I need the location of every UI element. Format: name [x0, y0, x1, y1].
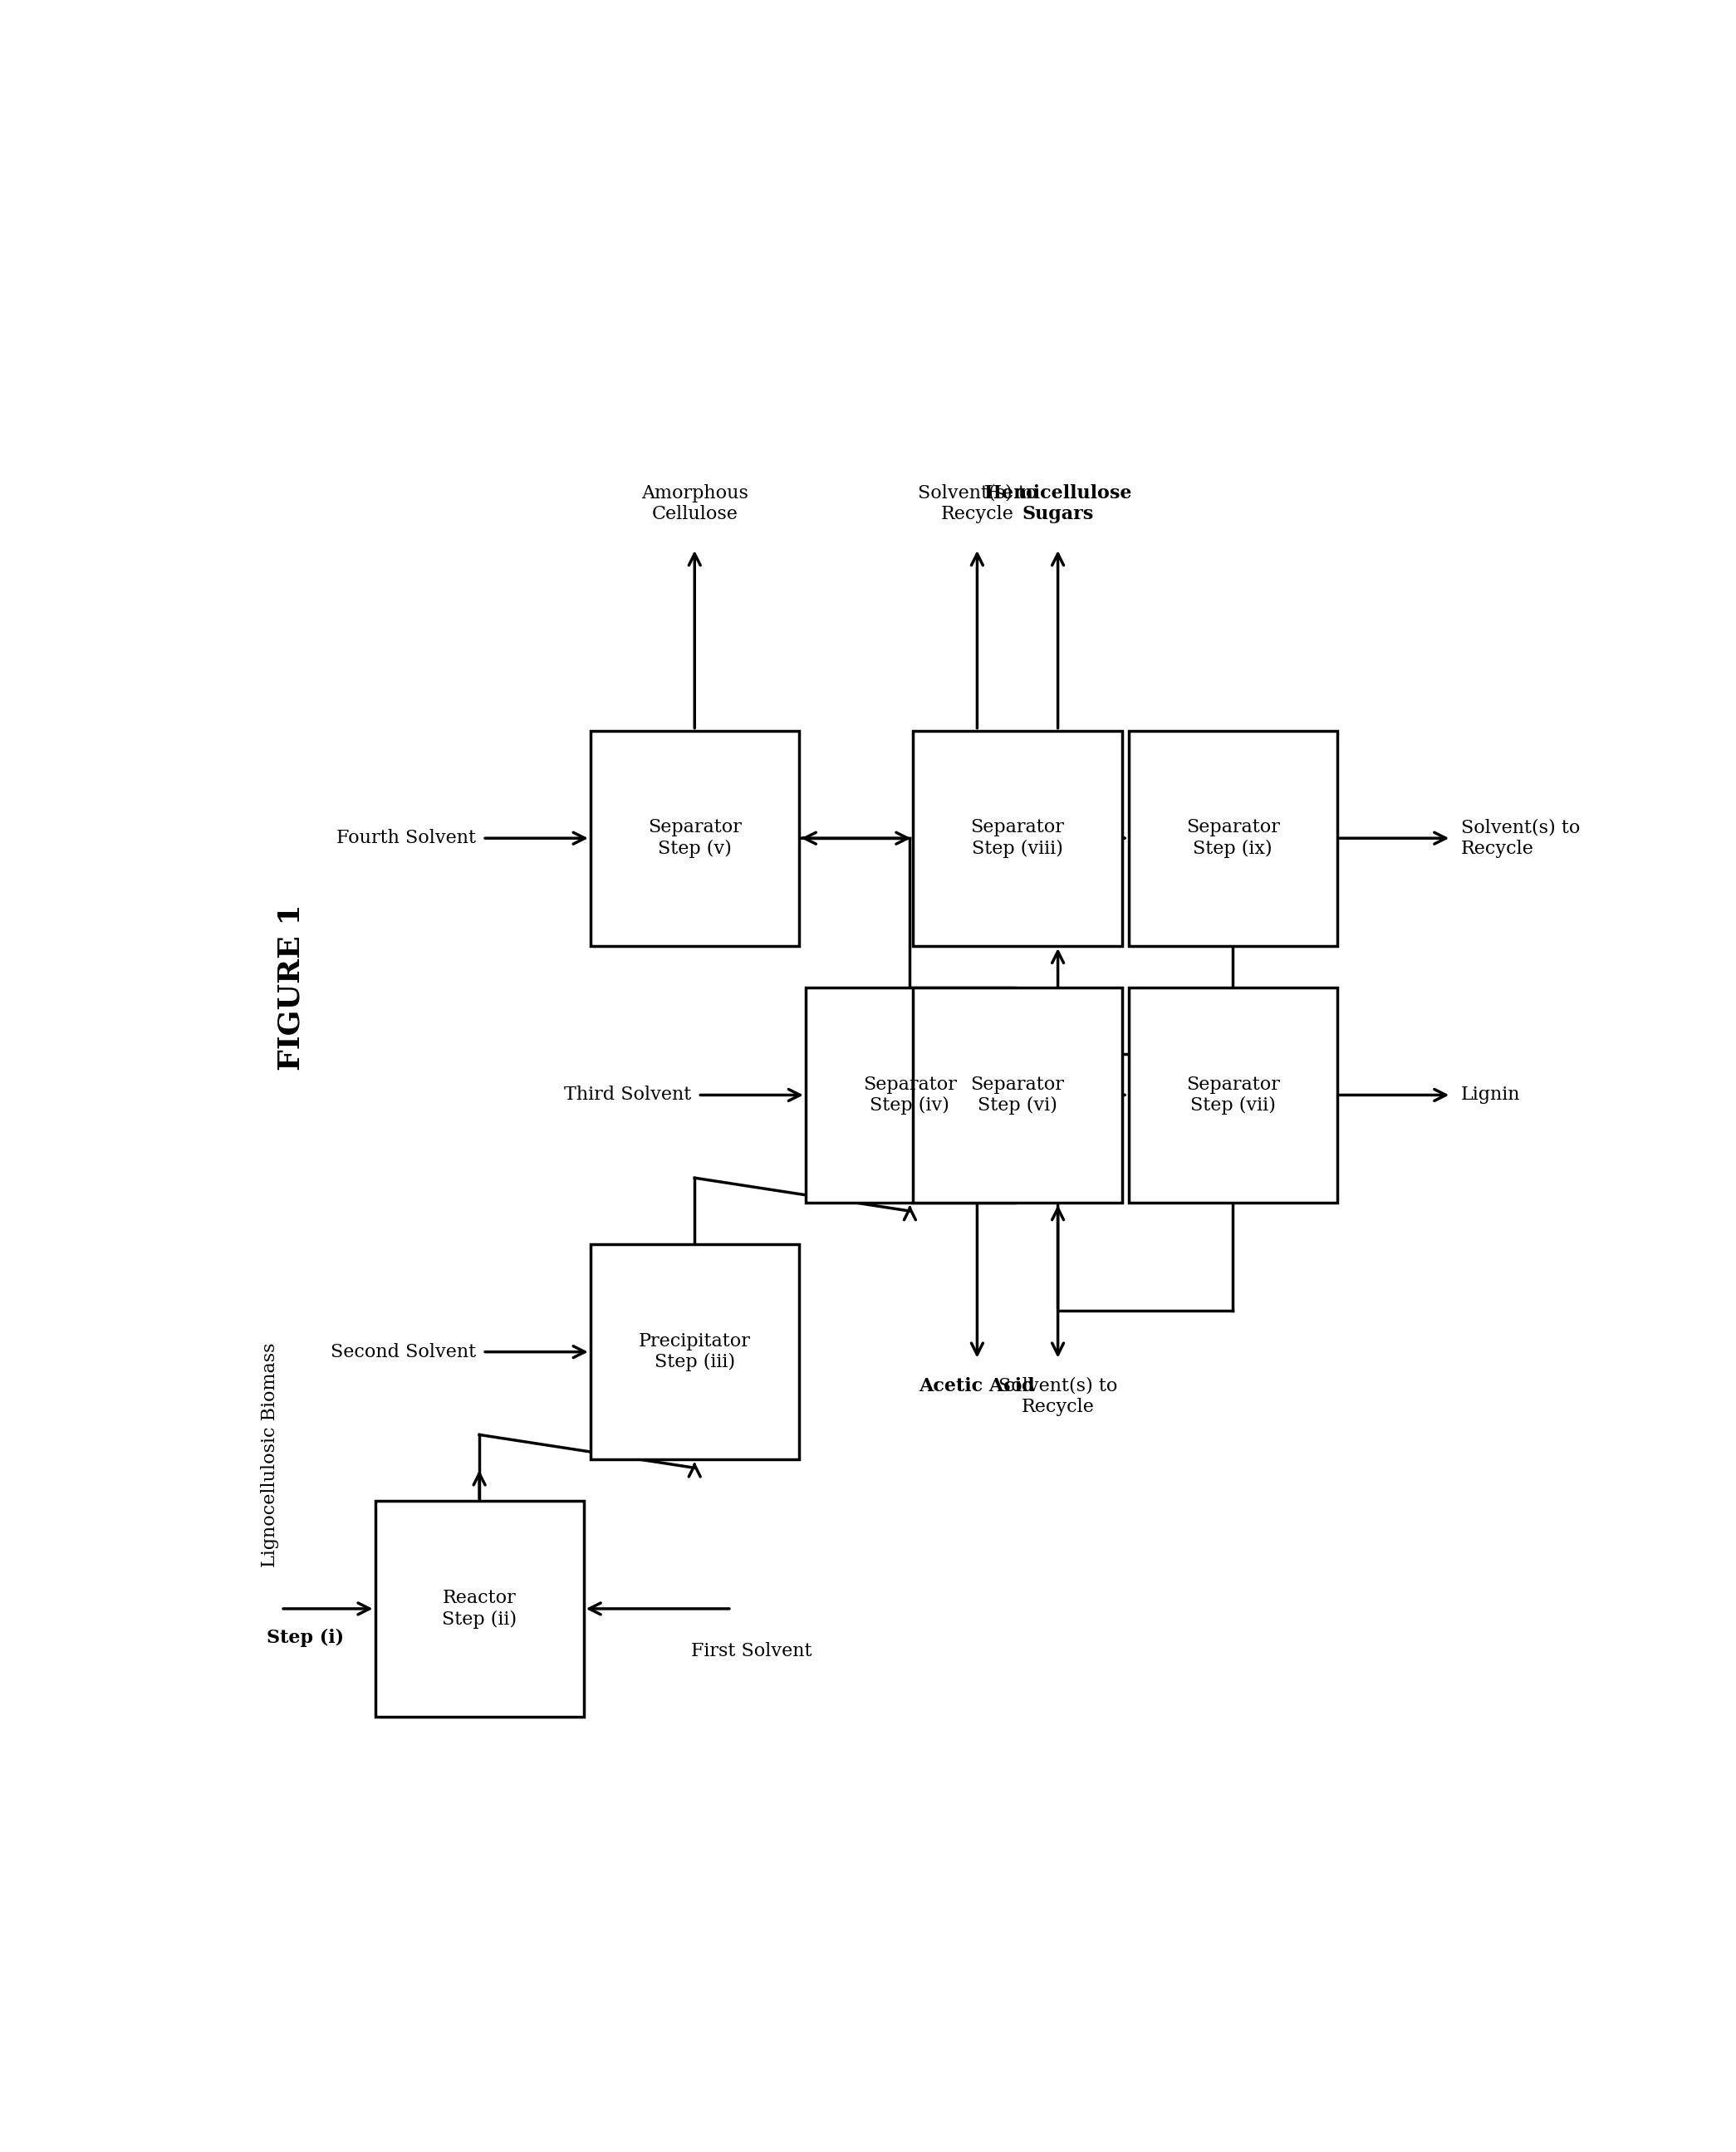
Text: Amorphous
Cellulose: Amorphous Cellulose [641, 484, 748, 523]
Text: Hemicellulose
Sugars: Hemicellulose Sugars [984, 484, 1132, 523]
Text: Acetic Acid: Acetic Acid [918, 1377, 1035, 1394]
Text: Second Solvent: Second Solvent [330, 1343, 476, 1360]
Text: Reactor
Step (ii): Reactor Step (ii) [443, 1588, 517, 1629]
Bar [806, 988, 1014, 1203]
Bar [1128, 988, 1337, 1203]
Text: Separator
Step (viii): Separator Step (viii) [970, 818, 1064, 859]
Bar [1128, 730, 1337, 947]
Text: Separator
Step (vi): Separator Step (vi) [970, 1076, 1064, 1115]
Text: Solvent(s) to
Recycle: Solvent(s) to Recycle [998, 1377, 1118, 1416]
Text: Third Solvent: Third Solvent [564, 1087, 691, 1104]
Text: Fourth Solvent: Fourth Solvent [337, 829, 476, 848]
Text: Lignocellulosic Biomass: Lignocellulosic Biomass [260, 1343, 279, 1567]
Bar [375, 1502, 583, 1717]
Bar [913, 730, 1121, 947]
Text: Lignin: Lignin [1460, 1087, 1521, 1104]
Text: FIGURE 1: FIGURE 1 [276, 904, 306, 1072]
Bar [590, 730, 799, 947]
Text: Solvent(s) to
Recycle: Solvent(s) to Recycle [1460, 818, 1580, 859]
Text: First Solvent: First Solvent [691, 1642, 812, 1659]
Text: Precipitator
Step (iii): Precipitator Step (iii) [639, 1332, 750, 1371]
Text: Solvent(s) to
Recycle: Solvent(s) to Recycle [918, 484, 1036, 523]
Text: Separator
Step (ix): Separator Step (ix) [1186, 818, 1279, 859]
Bar [913, 988, 1121, 1203]
Text: Separator
Step (v): Separator Step (v) [648, 818, 741, 859]
Bar [590, 1244, 799, 1459]
Text: Step (i): Step (i) [266, 1629, 344, 1646]
Text: Separator
Step (vii): Separator Step (vii) [1186, 1076, 1279, 1115]
Text: Separator
Step (iv): Separator Step (iv) [863, 1076, 957, 1115]
